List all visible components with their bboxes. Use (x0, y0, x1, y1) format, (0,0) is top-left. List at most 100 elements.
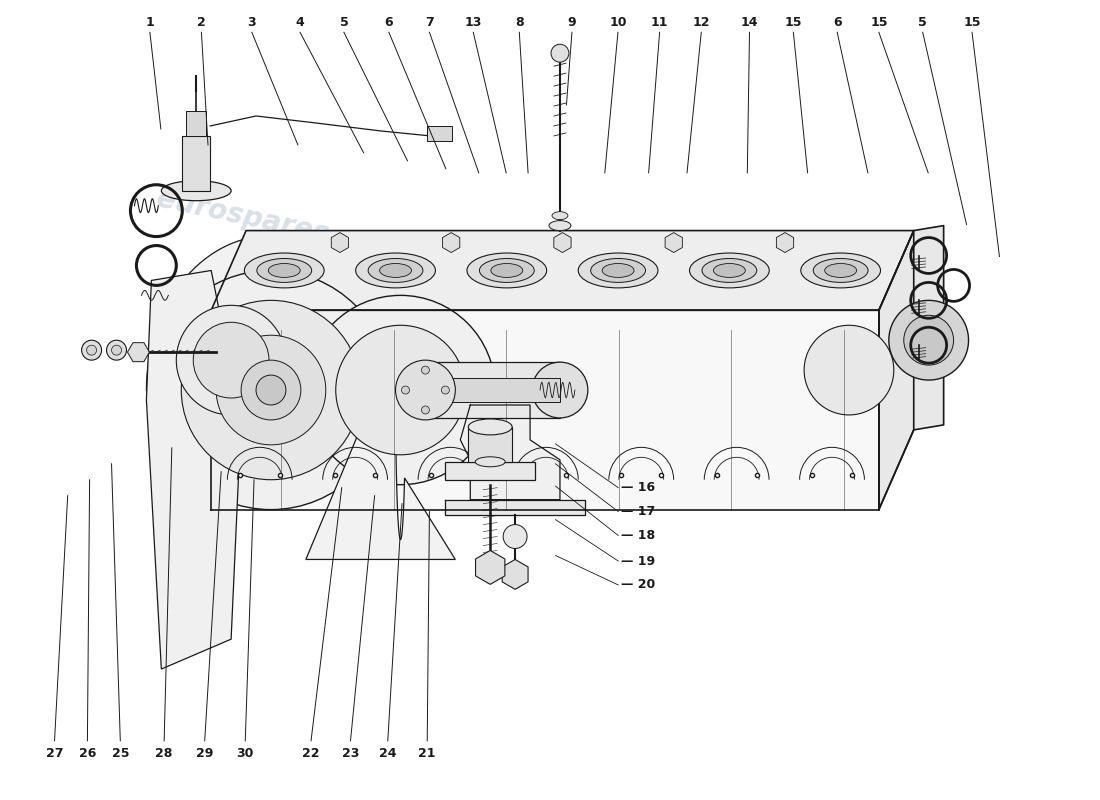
Circle shape (421, 406, 429, 414)
Ellipse shape (468, 253, 547, 288)
Polygon shape (146, 270, 241, 669)
Text: 4: 4 (296, 16, 305, 30)
Ellipse shape (801, 253, 880, 288)
Circle shape (532, 362, 587, 418)
Circle shape (804, 326, 894, 415)
Circle shape (152, 270, 390, 510)
Text: 9: 9 (568, 16, 576, 30)
Polygon shape (146, 236, 309, 420)
Circle shape (396, 360, 455, 420)
Text: eurospares: eurospares (461, 312, 639, 376)
Polygon shape (211, 230, 914, 310)
Ellipse shape (591, 258, 646, 282)
Text: 2: 2 (197, 16, 206, 30)
Ellipse shape (268, 263, 300, 278)
Circle shape (256, 375, 286, 405)
Text: 14: 14 (740, 16, 758, 30)
Bar (420, 378, 560, 402)
Polygon shape (879, 230, 914, 510)
Text: 15: 15 (964, 16, 981, 30)
Circle shape (904, 315, 954, 365)
Circle shape (336, 326, 465, 455)
Ellipse shape (257, 258, 311, 282)
Bar (469, 427, 513, 462)
Text: 27: 27 (46, 746, 64, 760)
Text: 24: 24 (379, 746, 396, 760)
Ellipse shape (480, 258, 535, 282)
Text: 30: 30 (236, 746, 254, 760)
Text: 7: 7 (425, 16, 433, 30)
Text: 29: 29 (196, 746, 213, 760)
Ellipse shape (244, 253, 324, 288)
Polygon shape (306, 344, 455, 559)
Text: 28: 28 (155, 746, 173, 760)
Text: 1: 1 (145, 16, 154, 30)
Bar (430, 362, 560, 418)
Text: 15: 15 (784, 16, 802, 30)
Text: 15: 15 (870, 16, 888, 30)
Text: 5: 5 (918, 16, 927, 30)
Text: 11: 11 (651, 16, 669, 30)
Ellipse shape (368, 258, 422, 282)
Text: 6: 6 (385, 16, 393, 30)
Circle shape (421, 366, 429, 374)
Text: — 20: — 20 (621, 578, 656, 591)
Ellipse shape (379, 263, 411, 278)
Circle shape (441, 386, 450, 394)
Circle shape (107, 340, 126, 360)
Text: — 19: — 19 (621, 554, 656, 567)
Text: eurospares: eurospares (154, 185, 332, 249)
Text: — 18: — 18 (621, 529, 656, 542)
Text: 21: 21 (418, 746, 436, 760)
Circle shape (87, 345, 97, 355)
Polygon shape (879, 226, 944, 510)
Circle shape (503, 525, 527, 549)
Bar (183, 136, 210, 190)
Text: — 17: — 17 (621, 505, 656, 518)
Ellipse shape (549, 221, 571, 230)
Bar (446, 462, 535, 480)
Polygon shape (460, 405, 560, 500)
Text: 13: 13 (464, 16, 482, 30)
Text: 10: 10 (609, 16, 627, 30)
Ellipse shape (690, 253, 769, 288)
Circle shape (194, 322, 270, 398)
Polygon shape (446, 500, 585, 514)
Circle shape (176, 306, 286, 415)
Text: 26: 26 (79, 746, 96, 760)
Ellipse shape (602, 263, 634, 278)
Ellipse shape (162, 181, 231, 201)
Ellipse shape (825, 263, 857, 278)
Ellipse shape (355, 253, 436, 288)
Polygon shape (211, 310, 879, 510)
Ellipse shape (702, 258, 757, 282)
Ellipse shape (714, 263, 746, 278)
Text: 22: 22 (302, 746, 320, 760)
Circle shape (241, 360, 301, 420)
Ellipse shape (579, 253, 658, 288)
Circle shape (111, 345, 121, 355)
Circle shape (402, 386, 409, 394)
Text: eurospares: eurospares (703, 432, 880, 496)
Text: 5: 5 (340, 16, 349, 30)
Circle shape (551, 44, 569, 62)
Text: — 16: — 16 (621, 481, 656, 494)
Text: 25: 25 (111, 746, 129, 760)
Circle shape (306, 295, 495, 485)
Text: 8: 8 (515, 16, 524, 30)
Bar (428, 126, 452, 141)
Circle shape (182, 300, 361, 480)
Ellipse shape (469, 419, 513, 435)
Bar (186, 111, 206, 136)
Text: 6: 6 (833, 16, 842, 30)
Circle shape (81, 340, 101, 360)
Text: 12: 12 (693, 16, 710, 30)
Ellipse shape (552, 212, 568, 220)
Text: 3: 3 (248, 16, 256, 30)
Ellipse shape (813, 258, 868, 282)
Ellipse shape (491, 263, 522, 278)
Ellipse shape (475, 457, 505, 466)
Circle shape (217, 335, 326, 445)
Circle shape (889, 300, 968, 380)
Text: 23: 23 (342, 746, 360, 760)
